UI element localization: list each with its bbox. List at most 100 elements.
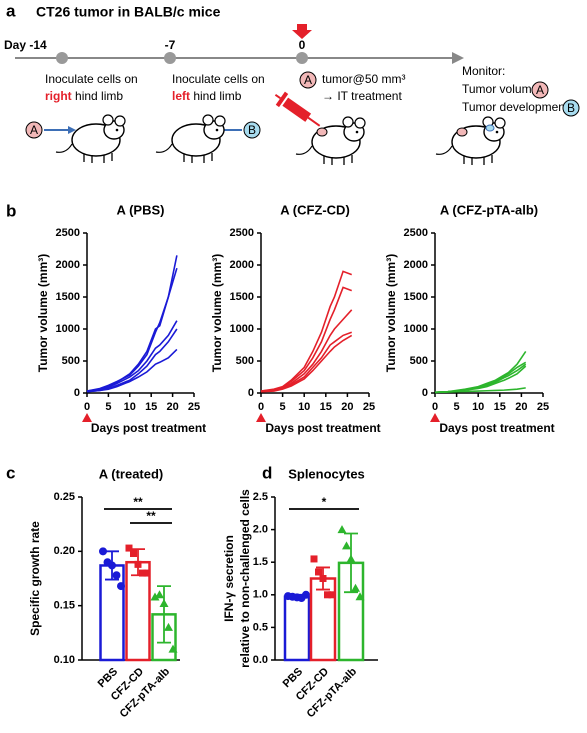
- chart-title: A (PBS): [117, 202, 165, 217]
- x-axis-label: Days post treatment: [91, 421, 206, 435]
- y-tick-label: 2.0: [253, 524, 268, 536]
- chart-title: A (CFZ-pTA-alb): [440, 202, 538, 217]
- x-tick-label: 10: [298, 401, 310, 413]
- monitor-text: Tumor development: [462, 100, 569, 114]
- data-point: [125, 544, 133, 552]
- series-line: [260, 334, 353, 393]
- y-axis-label: Tumor volume (mm³): [36, 254, 50, 372]
- y-tick-label: 500: [410, 355, 428, 367]
- treatment-marker: [82, 413, 92, 422]
- data-point: [139, 569, 146, 577]
- y-tick-label: 500: [62, 355, 80, 367]
- x-tick-label: 10: [472, 401, 484, 413]
- y-tick-label: 2000: [56, 259, 80, 271]
- data-point: [117, 582, 125, 591]
- series-line: [260, 309, 353, 393]
- step-text: tumor@50 mm³: [322, 72, 406, 86]
- data-point: [355, 592, 365, 601]
- y-axis-label: Tumor volume (mm³): [384, 254, 398, 372]
- data-point: [150, 592, 160, 601]
- badge-text: A: [30, 123, 38, 137]
- tumor-spot: [456, 127, 468, 137]
- series-line: [86, 267, 178, 392]
- x-tick-label: 15: [145, 401, 157, 413]
- day-label: Day -14: [4, 38, 47, 52]
- data-point: [302, 590, 310, 599]
- arrow-head: [68, 126, 76, 134]
- step-text: left hind limb: [172, 89, 242, 103]
- data-point: [315, 568, 322, 576]
- tumor-spot: [316, 127, 328, 137]
- badge-text: B: [567, 101, 575, 115]
- badge-text: A: [304, 73, 312, 87]
- highlight: right: [45, 89, 72, 103]
- data-point: [319, 575, 327, 582]
- step-text: right hind limb: [45, 89, 123, 103]
- data-point: [112, 571, 121, 580]
- x-tick-label: 0: [84, 401, 90, 413]
- badge: [299, 71, 317, 89]
- x-tick-label: 20: [515, 401, 527, 413]
- treatment-marker: [256, 413, 266, 422]
- data-point: [324, 591, 331, 599]
- badge: [25, 121, 43, 139]
- y-tick-label: 2500: [56, 227, 80, 239]
- y-tick-label: 0.0: [253, 654, 268, 666]
- data-point: [168, 644, 178, 653]
- timeline-dot: [164, 52, 176, 64]
- series-line: [260, 270, 352, 392]
- x-tick-label: 15: [320, 401, 332, 413]
- data-point: [342, 541, 351, 550]
- data-point: [130, 550, 137, 558]
- mouse-icon: [435, 116, 506, 166]
- y-tick-label: 0.20: [54, 545, 75, 557]
- data-point: [159, 598, 169, 607]
- series-line: [86, 320, 178, 393]
- y-tick-label: 1.5: [253, 556, 268, 568]
- step-text: → IT treatment: [322, 89, 402, 103]
- y-tick-label: 2.5: [253, 491, 268, 503]
- y-tick-label: 0: [248, 387, 254, 399]
- timeline-dot: [56, 52, 68, 64]
- x-tick-label: 15: [494, 401, 506, 413]
- y-tick-label: 0: [422, 387, 428, 399]
- monitor-text: Tumor volume: [462, 82, 539, 96]
- x-tick-label: 5: [280, 401, 286, 413]
- badge-text: B: [248, 123, 256, 137]
- x-tick-label: 25: [363, 401, 375, 413]
- data-point: [337, 525, 347, 534]
- y-axis-label: Tumor volume (mm³): [210, 254, 224, 372]
- y-tick-label: 0.10: [54, 654, 75, 666]
- y-tick-label: 2000: [230, 259, 254, 271]
- y-tick-label: 2500: [230, 227, 254, 239]
- significance-label: *: [322, 495, 327, 509]
- step-text: Inoculate cells on: [172, 72, 265, 86]
- mouse-icon: [155, 114, 226, 164]
- series-line: [434, 387, 526, 394]
- x-tick-label: 0: [258, 401, 264, 413]
- syringe: [274, 91, 321, 127]
- highlight: left: [172, 89, 190, 103]
- y-tick-label: 1500: [56, 291, 80, 303]
- bar: [309, 577, 337, 662]
- y-axis-label: relative to non-challenged cells: [238, 489, 252, 668]
- data-point: [99, 547, 107, 556]
- panel-label: c: [6, 463, 15, 482]
- panel-label: b: [6, 201, 16, 220]
- significance-label: **: [133, 495, 143, 509]
- y-tick-label: 2500: [404, 227, 428, 239]
- x-tick-label: 25: [537, 401, 549, 413]
- x-tick-label: 25: [188, 401, 200, 413]
- series-line: [86, 255, 178, 392]
- x-tick-label: 5: [105, 401, 111, 413]
- badge: [243, 121, 261, 139]
- step-text: hind limb: [75, 89, 123, 103]
- day-label: -7: [165, 38, 176, 52]
- panel-label: d: [262, 463, 272, 482]
- y-tick-label: 1000: [404, 323, 428, 335]
- tumor-spot: [485, 124, 495, 132]
- mouse-icon: [55, 114, 126, 164]
- data-point: [134, 560, 142, 568]
- y-tick-label: 1500: [404, 291, 428, 303]
